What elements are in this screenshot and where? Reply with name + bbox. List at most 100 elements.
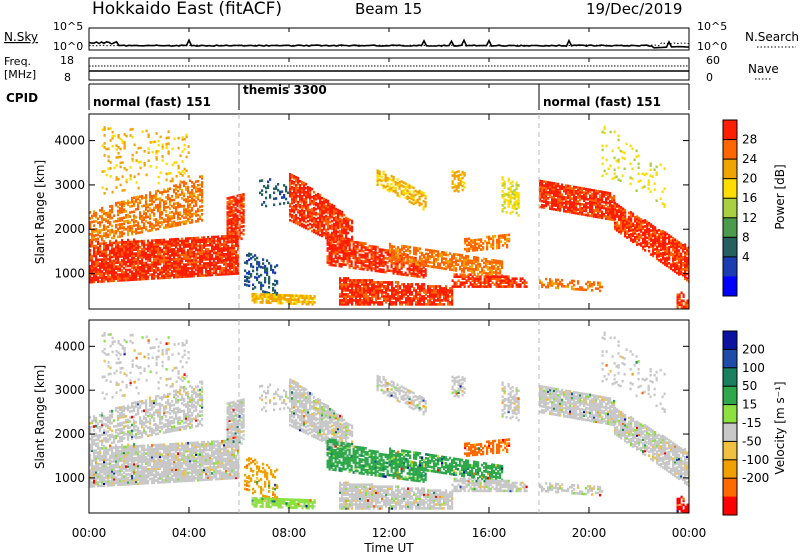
echo-cell [415, 250, 418, 254]
echo-cell [163, 256, 166, 260]
echo-cell [173, 252, 176, 255]
echo-cell [137, 268, 140, 271]
echo-cell [155, 245, 158, 248]
echo-cell [413, 258, 416, 262]
echo-cell [289, 194, 292, 198]
echo-cell [336, 260, 339, 264]
echo-cell [177, 259, 180, 263]
echo-cell [177, 273, 180, 277]
echo-cell [242, 219, 245, 222]
echo-cell [157, 205, 160, 209]
echo-cell [478, 238, 481, 242]
echo-cell [453, 256, 456, 260]
echo-cell [99, 209, 102, 212]
echo-cell [255, 301, 258, 304]
echo-cell [404, 196, 407, 199]
echo-cell [293, 183, 296, 186]
echo-cell [395, 299, 398, 302]
echo-cell [336, 246, 339, 250]
echo-cell [423, 283, 426, 286]
echo-cell [337, 220, 340, 224]
echo-cell [139, 217, 142, 220]
echo-cell [141, 253, 144, 257]
echo-cell [177, 193, 180, 197]
echo-cell [159, 225, 162, 228]
echo-cell [129, 128, 132, 131]
echo-cell [359, 295, 362, 298]
echo-cell [111, 144, 114, 148]
echo-cell [299, 300, 302, 304]
echo-cell [360, 259, 363, 263]
echo-cell [95, 262, 98, 266]
echo-cell [549, 181, 552, 184]
echo-cell [191, 247, 194, 250]
echo-cell [157, 258, 160, 262]
echo-cell [334, 236, 337, 239]
echo-cell [131, 252, 134, 256]
echo-cell [226, 219, 229, 222]
echo-cell [347, 225, 350, 229]
echo-cell [123, 222, 126, 225]
echo-cell [463, 273, 466, 276]
echo-cell [345, 216, 348, 220]
echo-cell [137, 186, 140, 190]
echo-cell [451, 295, 454, 298]
echo-cell [319, 195, 322, 199]
echo-cell [111, 224, 114, 228]
echo-cell [93, 212, 96, 215]
echo-cell [99, 258, 102, 261]
echo-cell [415, 295, 418, 298]
echo-cell [541, 194, 544, 197]
echo-cell [441, 253, 444, 256]
echo-cell [151, 198, 154, 202]
echo-cell [161, 248, 164, 252]
echo-cell [101, 128, 104, 132]
echo-cell [338, 246, 341, 250]
echo-cell [499, 281, 502, 284]
echo-cell [305, 198, 308, 202]
echo-cell [149, 263, 152, 266]
cpid-segment-2: themis 3300 [243, 83, 327, 97]
echo-cell [145, 269, 148, 273]
echo-cell [293, 206, 296, 210]
echo-cell [121, 269, 124, 272]
echo-cell [393, 245, 396, 248]
echo-cell [297, 190, 300, 194]
echo-cell [262, 266, 265, 269]
echo-cell [119, 265, 122, 268]
echo-cell [305, 186, 308, 190]
echo-cell [487, 281, 490, 284]
echo-cell [105, 260, 108, 263]
echo-cell [115, 241, 118, 245]
echo-cell [197, 219, 200, 223]
echo-cell [281, 301, 284, 305]
echo-cell [187, 245, 190, 248]
echo-cell [219, 241, 222, 244]
echo-cell [327, 227, 330, 231]
echo-cell [113, 273, 116, 277]
echo-cell [181, 265, 184, 269]
echo-cell [173, 222, 176, 226]
echo-cell [437, 264, 440, 267]
echo-cell [327, 221, 330, 225]
echo-cell [511, 184, 514, 188]
echo-cell [125, 220, 128, 223]
echo-cell [499, 285, 502, 288]
echo-cell [507, 201, 510, 205]
echo-cell [425, 264, 428, 267]
echo-cell [99, 268, 102, 271]
echo-cell [149, 141, 152, 144]
echo-cell [141, 257, 144, 261]
echo-cell [169, 223, 172, 226]
echo-cell [177, 241, 180, 245]
echo-cell [317, 226, 320, 230]
echo-cell [381, 303, 384, 306]
echo-cell [331, 219, 334, 223]
echo-cell [177, 265, 180, 269]
echo-cell [185, 188, 188, 191]
echo-cell [295, 180, 298, 183]
echo-cell [399, 250, 402, 253]
echo-cell [477, 266, 480, 270]
echo-cell [332, 260, 335, 263]
echo-cell [171, 262, 174, 265]
